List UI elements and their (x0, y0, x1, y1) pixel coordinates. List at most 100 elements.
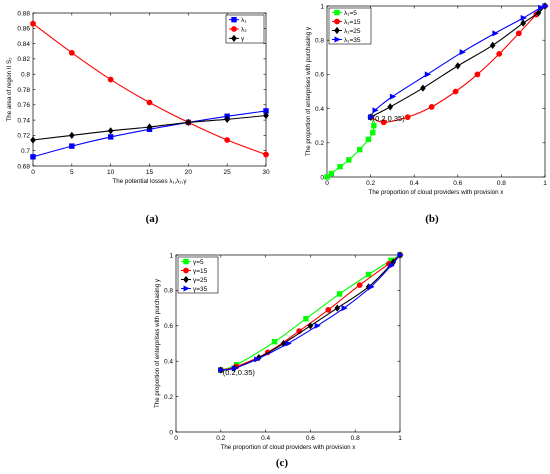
data-point (185, 118, 192, 127)
x-tick-label: 0.6 (306, 435, 315, 442)
legend-marker (183, 267, 189, 274)
data-point (69, 143, 75, 149)
x-tick-label: 25 (224, 169, 232, 176)
data-point (303, 316, 309, 322)
legend: γ=5 γ=15 γ=25 γ=35 (177, 256, 219, 294)
data-point (368, 114, 375, 121)
y-tick-label: 1 (169, 252, 173, 259)
x-axis-label: The potential losses λ₁,λ₂,γ (113, 178, 188, 185)
data-point (387, 103, 394, 111)
x-tick-label: 1 (398, 435, 402, 442)
data-point (538, 4, 545, 11)
y-tick-label: 0.6 (315, 72, 324, 79)
data-point (474, 71, 481, 78)
x-tick-label: 1 (543, 180, 547, 187)
data-point (372, 107, 379, 114)
data-point (263, 111, 269, 120)
legend-marker (334, 26, 340, 35)
panel-label: (c) (276, 457, 289, 469)
series-line (370, 5, 546, 123)
data-point (263, 151, 269, 158)
legend-label: γ=25 (193, 277, 208, 284)
y-tick-label: 0.6 (164, 323, 173, 330)
data-point (146, 99, 153, 106)
y-tick-label: 0.82 (17, 56, 30, 63)
data-point (388, 262, 395, 269)
plot-frame (326, 5, 546, 178)
data-point (30, 20, 36, 27)
x-axis-label: The proportion of cloud providers with p… (369, 189, 505, 196)
y-axis-label: The proportion of enterprises with purch… (154, 278, 161, 408)
data-point (365, 136, 372, 143)
data-point (428, 103, 435, 110)
series-3 (367, 2, 548, 121)
y-tick-label: 0.72 (17, 133, 30, 140)
data-point (68, 131, 75, 140)
equilibrium-annotation: (0.2,0.35) (223, 368, 256, 377)
data-point (146, 123, 153, 131)
data-point (336, 291, 343, 297)
y-tick-label: 0 (320, 174, 324, 181)
data-point (224, 137, 231, 143)
series-line (32, 110, 267, 158)
y-tick-label: 0.7 (21, 148, 30, 155)
series-1 (30, 108, 269, 160)
data-point (307, 322, 314, 330)
data-point (324, 174, 330, 180)
x-tick-label: 15 (146, 169, 154, 176)
data-point (489, 41, 496, 49)
data-point (254, 356, 261, 363)
legend-label: λ₁=35 (344, 37, 361, 44)
data-point (218, 367, 225, 374)
y-tick-label: 0.68 (17, 163, 30, 170)
legend-marker (231, 34, 237, 42)
data-point (328, 170, 335, 177)
data-point (454, 62, 461, 70)
data-point (346, 157, 352, 163)
series-line (220, 254, 401, 371)
data-point (30, 136, 36, 144)
x-tick-label: 10 (107, 169, 115, 176)
data-point (404, 114, 411, 121)
equilibrium-annotation: (0.2,0.35) (373, 114, 406, 123)
data-point (371, 123, 377, 129)
legend-label: λ₁=15 (344, 19, 361, 26)
data-point (314, 322, 321, 329)
y-tick-label: 0.74 (17, 117, 30, 124)
series-4 (218, 252, 404, 374)
panel-label: (b) (425, 213, 439, 225)
legend-marker (183, 275, 189, 284)
data-point (397, 252, 404, 258)
data-point (357, 146, 363, 153)
series-line (220, 254, 401, 371)
data-point (424, 71, 432, 78)
x-tick-label: 5 (70, 169, 74, 176)
x-tick-label: 0.4 (261, 435, 270, 442)
x-tick-label: 0 (174, 435, 178, 442)
data-point (389, 93, 397, 100)
x-tick-label: 0.8 (351, 435, 360, 442)
chart-panel-1: 0 5 10 15 20 25 30 0.68 0.7 0.72 0.74 0.76 0.78 0.8 0.… (6, 10, 270, 225)
data-point (231, 365, 238, 372)
data-point (520, 19, 527, 27)
data-point (368, 283, 375, 290)
legend-label: λ₂ (241, 26, 247, 33)
legend-marker (334, 9, 340, 16)
data-point (107, 76, 114, 83)
data-point (271, 339, 278, 345)
data-point (337, 164, 343, 170)
legend-marker (231, 16, 237, 23)
data-point (325, 306, 332, 313)
y-tick-label: 0.8 (315, 38, 324, 45)
legend-label: γ=35 (193, 286, 208, 293)
x-tick-label: 0 (31, 169, 35, 176)
legend-label: γ=15 (193, 268, 208, 275)
data-point (341, 305, 348, 312)
series-line (326, 116, 375, 178)
data-point (520, 14, 527, 21)
y-tick-label: 0.4 (315, 106, 324, 113)
legend-label: λ₁=5 (344, 10, 357, 17)
data-point (535, 9, 542, 17)
y-tick-label: 0.84 (17, 41, 30, 48)
data-point (365, 271, 372, 278)
